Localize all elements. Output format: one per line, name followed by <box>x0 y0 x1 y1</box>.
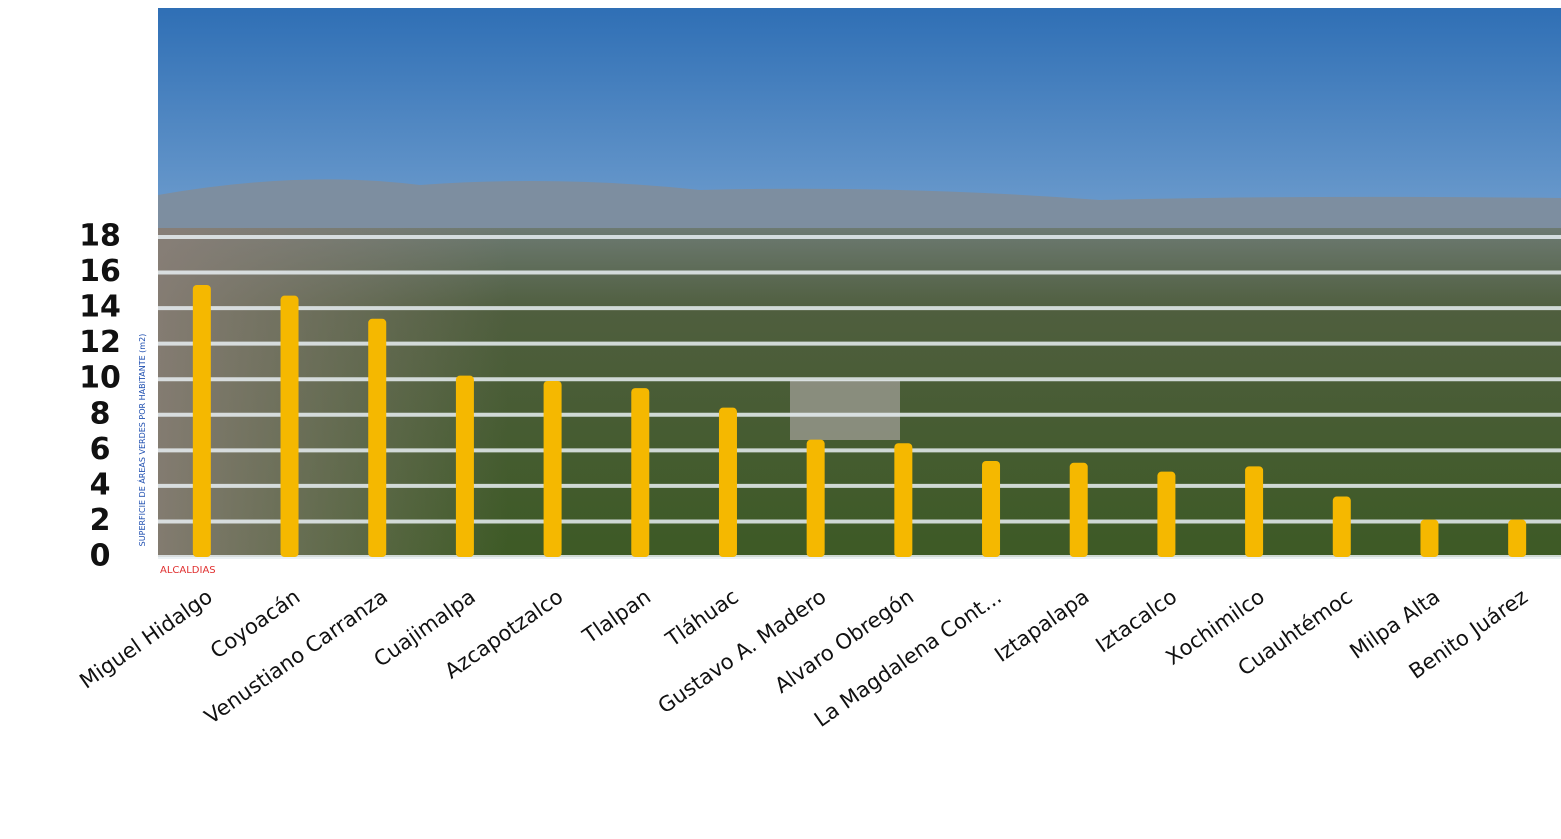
y-axis-label: SUPERFICIE DE ÁREAS VERDES POR HABITANTE… <box>136 334 147 547</box>
bar <box>718 407 737 557</box>
y-tick-label: 16 <box>79 254 121 289</box>
x-tick-label: Tlalpan <box>578 584 656 648</box>
bar <box>982 461 1001 557</box>
bar <box>806 439 825 557</box>
bar <box>280 295 299 557</box>
bar <box>1420 519 1439 557</box>
bar <box>455 375 474 557</box>
x-tick-label: Iztapalapa <box>990 584 1093 666</box>
y-tick-label: 18 <box>79 219 121 254</box>
x-tick-label: Miguel Hidalgo <box>75 584 216 693</box>
x-axis-label: ALCALDIAS <box>160 565 216 576</box>
bar <box>1157 471 1176 557</box>
y-tick-label: 2 <box>90 503 111 538</box>
bar <box>894 443 913 557</box>
y-tick-label: 12 <box>79 325 121 360</box>
bar <box>368 318 387 557</box>
background-photo <box>158 8 1561 557</box>
bar <box>543 381 562 557</box>
x-tick-label: Tláhuac <box>661 584 743 652</box>
y-tick-label: 6 <box>90 432 111 467</box>
bar <box>1245 466 1264 557</box>
bar <box>631 388 650 557</box>
bar <box>1508 519 1527 557</box>
bar <box>1332 496 1351 557</box>
y-tick-label: 8 <box>90 396 111 431</box>
y-tick-label: 10 <box>79 361 121 396</box>
bar <box>1069 462 1088 557</box>
y-tick-label: 14 <box>79 290 121 325</box>
y-tick-label: 4 <box>90 467 111 502</box>
y-tick-label: 0 <box>90 539 111 574</box>
bar <box>192 285 211 557</box>
